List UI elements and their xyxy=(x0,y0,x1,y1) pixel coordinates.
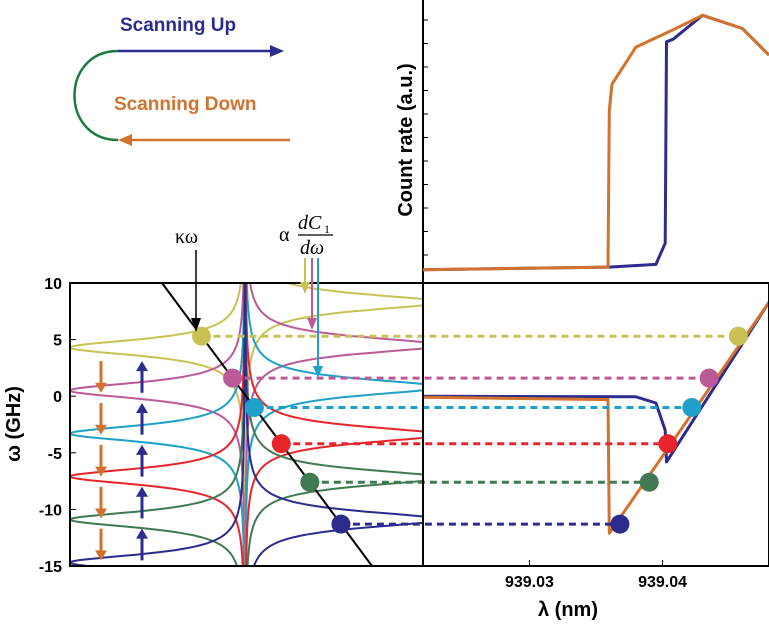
scan-up-arrowhead xyxy=(136,361,148,372)
wavelength-ticks: 939.03 939.04 xyxy=(505,560,687,591)
scan-up-arrowhead xyxy=(136,528,148,539)
scan-down-arrowhead xyxy=(95,424,107,435)
count-rate-series xyxy=(422,13,769,272)
scan-down-arrowhead xyxy=(95,466,107,477)
omega-axis-label: ω (GHz) xyxy=(3,386,25,462)
detuning-marker xyxy=(699,368,719,388)
legend-connector xyxy=(73,49,119,142)
legend-label-scanning-down: Scanning Down xyxy=(114,94,257,115)
lorentzian-curves xyxy=(70,283,423,566)
count-rate-ticks xyxy=(423,19,428,256)
legend-arrowhead-down xyxy=(118,134,132,146)
detuning-series xyxy=(422,301,769,535)
dc-label: dC xyxy=(298,212,322,234)
annotations: κω α dC 1 dω xyxy=(175,212,333,378)
scan-up-arrowhead xyxy=(136,486,148,497)
wavelength-axis-label: λ (nm) xyxy=(538,599,598,621)
legend: Scanning Up Scanning Down xyxy=(73,15,290,146)
alpha-pointer-head xyxy=(300,282,310,294)
alpha-pointers xyxy=(300,258,323,378)
alpha-pointer-head xyxy=(307,318,317,330)
scan-down-arrowhead xyxy=(95,508,107,519)
scan-direction-arrows xyxy=(95,361,148,561)
kappa-omega-pointer-head xyxy=(191,318,201,332)
omega-tick-label: 0 xyxy=(53,389,62,406)
count-rate-axis-label: Count rate (a.u.) xyxy=(395,63,417,216)
count-rate-panel: Count rate (a.u.) xyxy=(395,0,769,283)
alpha-pointer-head xyxy=(313,366,323,378)
detuning-line-scanning-down xyxy=(422,301,769,535)
domega-label: dω xyxy=(300,237,324,259)
lorentzian-left xyxy=(70,283,246,566)
legend-arrowhead-up xyxy=(270,45,284,57)
wavelength-tick-label: 939.03 xyxy=(505,574,554,591)
scan-down-arrowhead xyxy=(95,550,107,561)
omega-tick-label: -5 xyxy=(48,446,62,463)
lorentzian-right xyxy=(244,283,423,566)
dc-subscript: 1 xyxy=(324,222,330,236)
bottom-frame xyxy=(69,282,769,567)
omega-tick-label: -10 xyxy=(39,502,62,519)
wavelength-tick-label: 939.04 xyxy=(638,574,687,591)
omega-panel: 10 5 0 -5 -10 -15 ω (GHz) xyxy=(3,276,423,576)
detuning-marker xyxy=(728,326,748,346)
scan-down-arrowhead xyxy=(95,382,107,393)
omega-tick-label: -15 xyxy=(39,559,62,576)
dashed-connectors xyxy=(201,334,739,526)
alpha-label: α xyxy=(279,224,290,246)
scan-up-arrowhead xyxy=(136,402,148,413)
legend-label-scanning-up: Scanning Up xyxy=(120,15,236,36)
scan-up-arrowhead xyxy=(136,444,148,455)
count-rate-line-scanning-down xyxy=(422,13,769,272)
lorentzian-right xyxy=(244,283,423,566)
detuning-line-scanning-up xyxy=(422,301,769,464)
lorentzian-left xyxy=(70,283,246,566)
detuning-marker xyxy=(682,398,702,418)
detuning-panel: 939.03 939.04 λ (nm) xyxy=(422,301,769,621)
kappa-omega-label: κω xyxy=(175,226,198,248)
omega-tick-label: 10 xyxy=(44,276,62,293)
omega-tick-label: 5 xyxy=(53,333,62,350)
count-rate-line-scanning-up xyxy=(422,13,769,272)
